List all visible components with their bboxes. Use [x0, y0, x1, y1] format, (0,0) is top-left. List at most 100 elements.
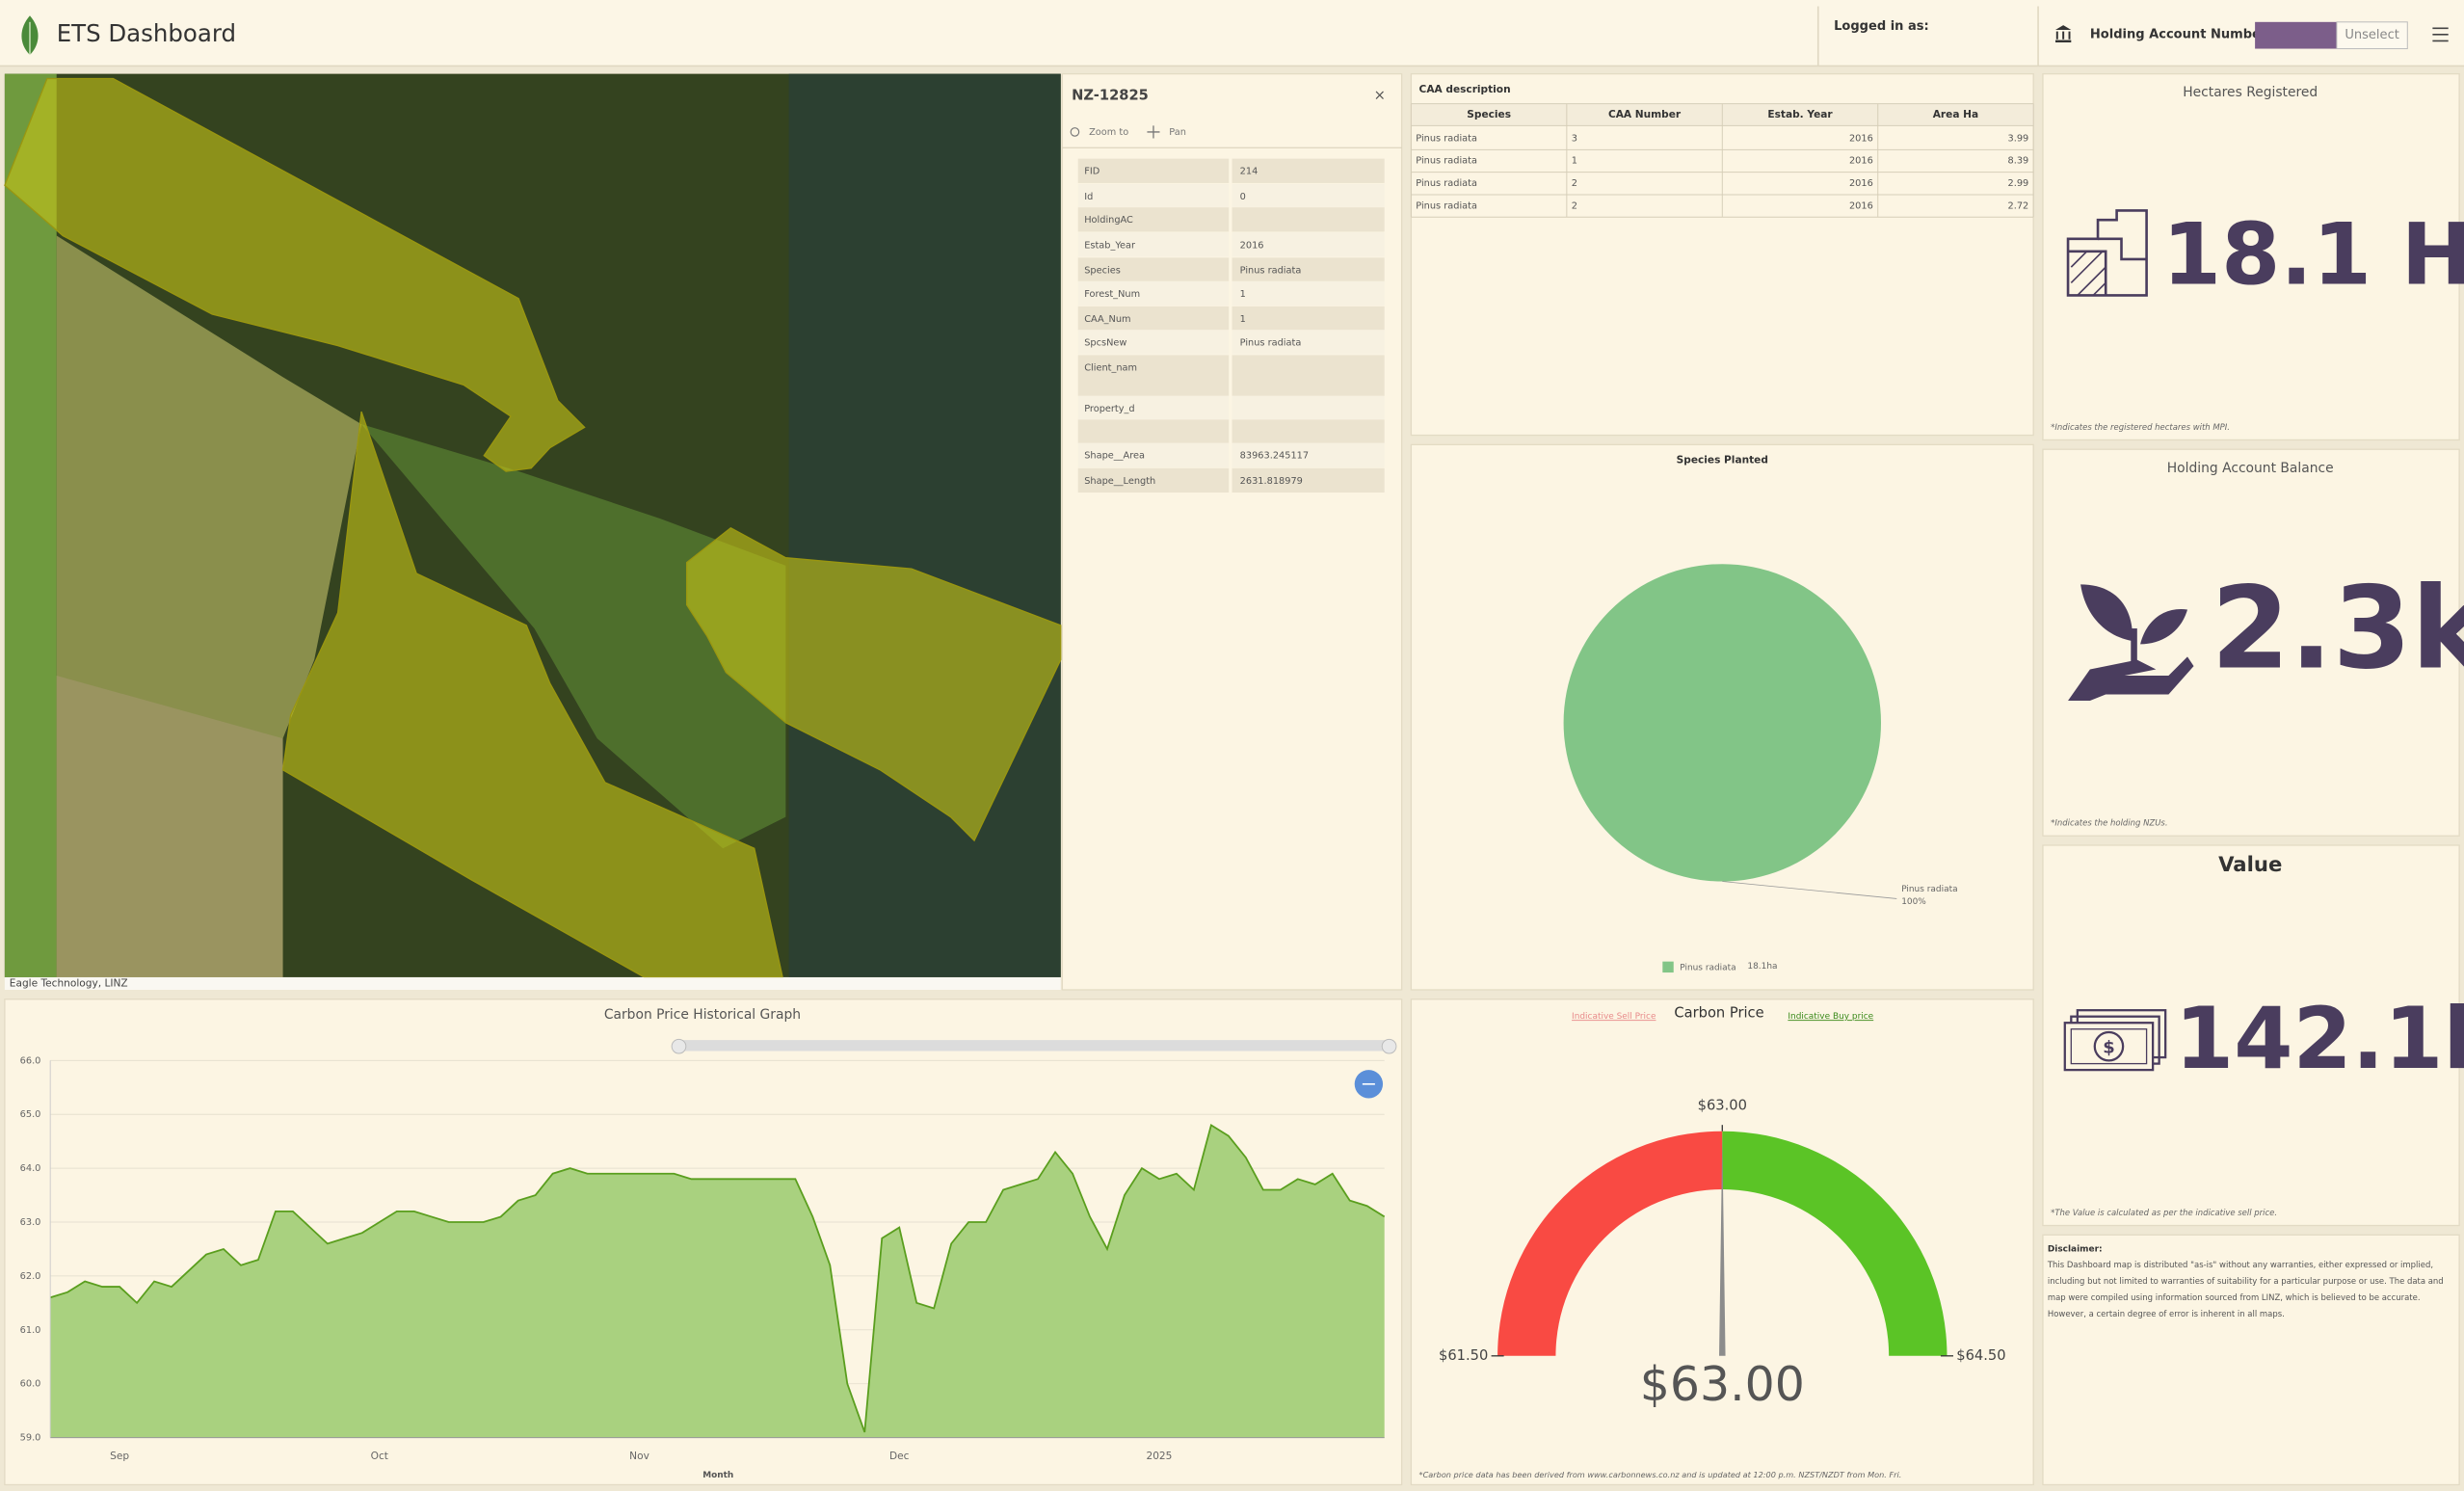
- x-tick-label: Nov: [629, 1451, 649, 1462]
- account-toggle[interactable]: [2255, 21, 2337, 49]
- field-label: Shape__Length: [1084, 476, 1155, 487]
- header-bar: [0, 0, 2464, 67]
- app-title: ETS Dashboard: [57, 19, 236, 47]
- field-row: [1077, 355, 1230, 396]
- table-cell: 2016: [1849, 133, 1873, 144]
- field-label: Id: [1084, 192, 1093, 202]
- field-value: 1: [1240, 314, 1246, 325]
- chart-title: Species Planted: [1677, 455, 1768, 466]
- field-label: Shape__Area: [1084, 451, 1145, 462]
- field-row: [1232, 158, 1385, 183]
- column-header: Estab. Year: [1767, 109, 1833, 120]
- map-attribution: Eagle Technology, LINZ: [10, 977, 128, 989]
- legend-label: Pinus radiata: [1680, 964, 1735, 973]
- indicator-value: 2.3k: [2211, 562, 2464, 694]
- pan-action[interactable]: Pan: [1169, 127, 1186, 138]
- disclaimer-line: including but not limited to warranties …: [2048, 1276, 2444, 1286]
- indicator-note: *Indicates the registered hectares with …: [2051, 422, 2230, 432]
- indicator-note: *Indicates the holding NZUs.: [2051, 818, 2167, 828]
- y-tick-label: 61.0: [20, 1325, 41, 1336]
- y-tick-label: 59.0: [20, 1433, 41, 1444]
- table-cell: 8.39: [2008, 156, 2029, 167]
- field-row: [1077, 330, 1230, 355]
- slider-handle[interactable]: [1381, 1038, 1397, 1054]
- close-button[interactable]: ×: [1374, 87, 1386, 103]
- field-value: Pinus radiata: [1240, 337, 1302, 348]
- table-cell: Pinus radiata: [1416, 156, 1477, 167]
- y-tick-label: 62.0: [20, 1271, 41, 1282]
- zoom-icon: [1070, 127, 1080, 137]
- range-slider[interactable]: [678, 1040, 1390, 1052]
- blank-row: [1077, 419, 1230, 443]
- buy-link[interactable]: Indicative Buy price: [1788, 1012, 1873, 1022]
- slider-handle[interactable]: [671, 1038, 687, 1054]
- table-cell: 2016: [1849, 156, 1873, 167]
- plant-hand-icon: [2068, 584, 2194, 702]
- y-tick-label: 65.0: [20, 1109, 41, 1120]
- disclaimer-panel: [2042, 1234, 2460, 1486]
- slice-value: 100%: [1901, 897, 1926, 907]
- field-row: [1077, 257, 1230, 281]
- field-row: [1077, 395, 1230, 420]
- indicator-title: Holding Account Balance: [2167, 461, 2334, 476]
- logged-in-label: Logged in as:: [1834, 19, 1929, 34]
- table-cell: 2.72: [2008, 200, 2029, 211]
- table-cell: 2016: [1849, 178, 1873, 189]
- caa-table: Species CAA Number Estab. Year Area Ha Pinus…: [1410, 103, 2034, 218]
- unselect-button[interactable]: [2336, 21, 2408, 50]
- sell-link[interactable]: Indicative Sell Price: [1572, 1012, 1656, 1022]
- field-value: 214: [1240, 167, 1258, 177]
- y-tick-label: 66.0: [20, 1055, 41, 1066]
- slice-label: Pinus radiata: [1901, 885, 1957, 894]
- field-value: 83963.245117: [1240, 451, 1309, 462]
- indicator-value: 18.1 Ha: [2162, 205, 2464, 305]
- min-label: $61.50: [1439, 1347, 1488, 1364]
- table-cell: Pinus radiata: [1416, 200, 1477, 211]
- table-cell: 2: [1572, 178, 1577, 189]
- x-tick-label: Oct: [371, 1451, 388, 1462]
- blank-row: [1232, 419, 1385, 443]
- field-row: [1232, 355, 1385, 396]
- field-value: 2631.818979: [1240, 476, 1303, 487]
- field-label: Estab_Year: [1084, 240, 1136, 251]
- field-row: [1077, 158, 1230, 183]
- map[interactable]: [4, 73, 1062, 990]
- field-row: [1077, 183, 1230, 208]
- legend-value: 18.1ha: [1747, 962, 1777, 972]
- field-label: Species: [1084, 265, 1121, 276]
- table-cell: Pinus radiata: [1416, 133, 1477, 144]
- field-value: 2016: [1240, 240, 1264, 251]
- field-label: CAA_Num: [1084, 314, 1130, 325]
- bank-icon: [2055, 25, 2072, 43]
- indicator-title: Hectares Registered: [2183, 85, 2318, 100]
- zoom-action[interactable]: Zoom to: [1089, 127, 1128, 138]
- field-row: [1232, 183, 1385, 208]
- field-row: [1077, 207, 1230, 232]
- table-cell: 1: [1572, 156, 1577, 167]
- table-cell: 3.99: [2008, 133, 2029, 144]
- x-tick-label: Dec: [889, 1451, 910, 1462]
- field-label: Forest_Num: [1084, 289, 1140, 300]
- column-header: CAA Number: [1608, 109, 1682, 120]
- y-tick-label: 64.0: [20, 1163, 41, 1174]
- field-row: [1232, 207, 1385, 232]
- field-row: [1232, 442, 1385, 467]
- field-row: [1232, 232, 1385, 257]
- gauge-value: $63.00: [1640, 1357, 1805, 1412]
- disclaimer-heading: Disclaimer:: [2048, 1244, 2103, 1254]
- pan-icon: [1147, 125, 1160, 139]
- caa-title: CAA description: [1419, 84, 1511, 95]
- field-row: [1077, 467, 1230, 493]
- field-row: [1232, 306, 1385, 331]
- table-cell: 3: [1572, 133, 1577, 144]
- chart-title: Carbon Price: [1674, 1004, 1763, 1021]
- max-label: $64.50: [1956, 1347, 2005, 1364]
- indicator-note: *The Value is calculated as per the indi…: [2051, 1208, 2277, 1217]
- disclaimer-line: However, a certain degree of error is in…: [2048, 1309, 2285, 1318]
- menu-button[interactable]: [2432, 27, 2449, 42]
- popup-fields: FID 214 Id 0 HoldingAC Estab_Year 2016 Species P…: [1077, 158, 1385, 493]
- field-row: [1077, 280, 1230, 306]
- field-row: [1232, 257, 1385, 281]
